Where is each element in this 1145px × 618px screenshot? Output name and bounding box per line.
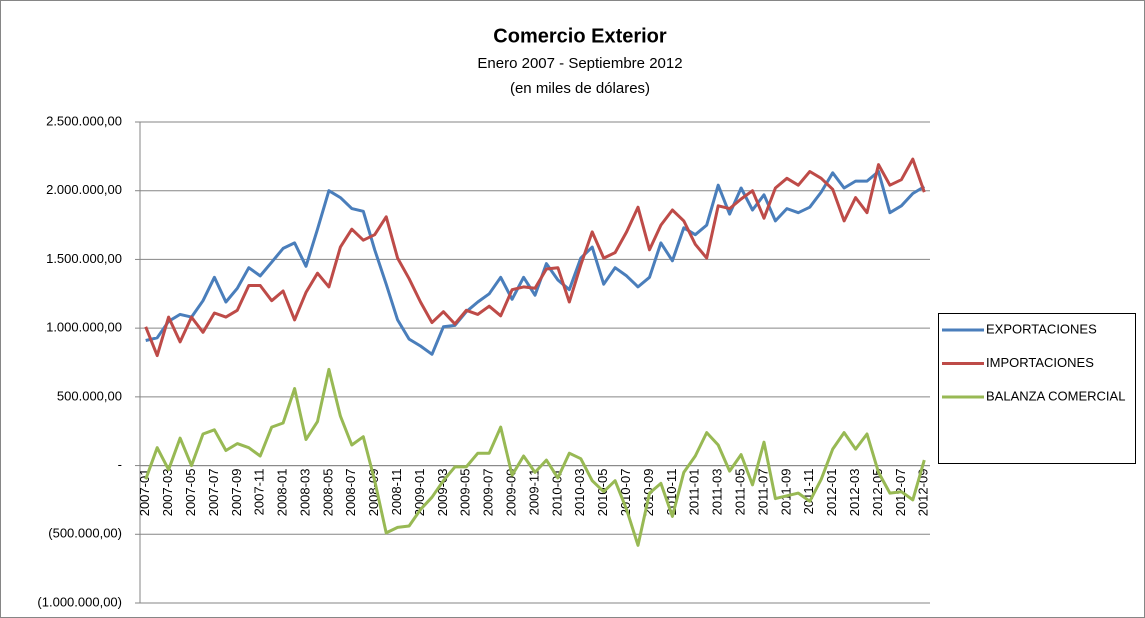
legend-box (938, 313, 1136, 464)
x-tick-label: 2008-05 (320, 469, 335, 517)
legend-label: BALANZA COMERCIAL (986, 388, 1125, 403)
legend-label: EXPORTACIONES (986, 321, 1097, 336)
data-line (145, 170, 926, 356)
x-tick-label: 2010-01 (549, 469, 564, 517)
x-tick-label: 2007-11 (252, 469, 267, 516)
x-tick-label: 2012-09 (916, 469, 931, 517)
x-tick-label: 2007-01 (137, 469, 152, 517)
x-tick-label: 2011-07 (755, 469, 770, 516)
x-tick-label: 2011-09 (778, 469, 793, 516)
x-tick-label: 2009-01 (412, 469, 427, 517)
x-tick-label: 2012-03 (847, 469, 862, 517)
x-tick-label: 2008-03 (297, 469, 312, 517)
y-tick-label: - (118, 457, 122, 472)
chart-title: Comercio Exterior (493, 25, 667, 47)
x-tick-label: 2007-03 (160, 469, 175, 517)
x-tick-label: 2009-11 (526, 469, 541, 516)
x-tick-label: 2012-01 (824, 469, 839, 517)
x-tick-label: 2011-01 (687, 469, 702, 516)
x-tick-label: 2012-05 (870, 469, 885, 517)
x-tick-label: 2007-07 (206, 469, 221, 517)
y-tick-label: 2.500.000,00 (46, 113, 122, 128)
y-tick-label: 1.500.000,00 (46, 251, 122, 266)
x-tick-label: 2008-09 (366, 469, 381, 517)
x-tick-label: 2008-07 (343, 469, 358, 517)
x-tick-label: 2010-11 (664, 469, 679, 516)
x-tick-label: 2009-09 (504, 469, 519, 517)
legend-label: IMPORTACIONES (986, 355, 1094, 370)
y-tick-label: (500.000,00) (48, 526, 122, 541)
y-tick-label: (1.000.000,00) (37, 594, 122, 609)
x-tick-label: 2011-11 (801, 469, 816, 515)
x-tick-label: 2010-07 (618, 469, 633, 517)
data-line (144, 157, 926, 358)
data-line (144, 367, 926, 547)
x-tick-label: 2009-05 (458, 469, 473, 517)
y-tick-label: 1.000.000,00 (46, 320, 122, 335)
x-tick-label: 2011-03 (710, 469, 725, 516)
x-tick-label: 2009-03 (435, 469, 450, 517)
chart-subtitle: (en miles de dólares) (510, 80, 650, 97)
x-tick-label: 2011-05 (733, 469, 748, 516)
y-tick-label: 500.000,00 (57, 388, 122, 403)
x-tick-label: 2007-05 (183, 469, 198, 517)
x-tick-label: 2008-01 (275, 469, 290, 517)
y-tick-label: 2.000.000,00 (46, 182, 122, 197)
x-tick-label: 2009-07 (481, 469, 496, 517)
chart-subtitle: Enero 2007 - Septiembre 2012 (477, 55, 682, 72)
x-tick-label: 2007-09 (229, 469, 244, 517)
x-tick-label: 2010-03 (572, 469, 587, 517)
x-tick-label: 2008-11 (389, 469, 404, 516)
